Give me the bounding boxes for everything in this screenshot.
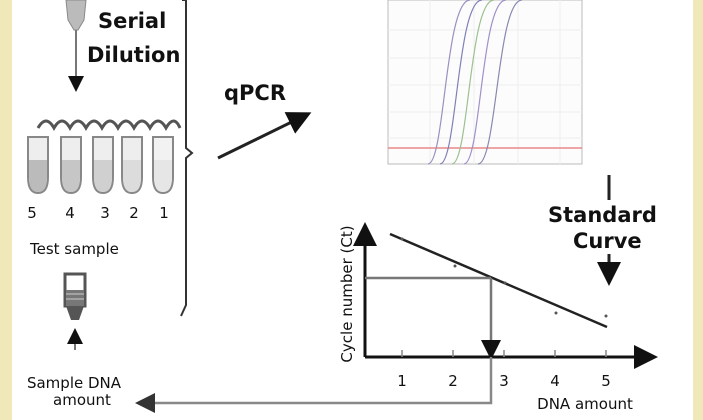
tube-icon bbox=[92, 136, 114, 195]
tube-number: 2 bbox=[129, 204, 139, 222]
transfer-arrows-icon bbox=[36, 119, 182, 132]
dilution-label: Dilution bbox=[87, 43, 180, 67]
pipette-icon bbox=[65, 0, 87, 92]
amount-label: amount bbox=[53, 391, 111, 409]
tube-number: 5 bbox=[27, 204, 37, 222]
qpcr-label: qPCR bbox=[224, 81, 286, 105]
x-tick-label: 3 bbox=[499, 372, 509, 390]
data-points bbox=[400, 237, 608, 318]
sample-tube-icon bbox=[63, 272, 87, 350]
tube-icon bbox=[121, 136, 143, 195]
tube-number: 1 bbox=[159, 204, 169, 222]
x-tick-label: 5 bbox=[601, 372, 611, 390]
x-axis-label: DNA amount bbox=[537, 395, 633, 413]
serial-label: Serial bbox=[98, 9, 166, 33]
y-axis-label: Cycle number (Ct) bbox=[338, 225, 356, 362]
x-tick-label: 4 bbox=[550, 372, 560, 390]
amplification-plot bbox=[387, 0, 583, 165]
dilution-tubes bbox=[27, 136, 174, 195]
standard-label: Standard bbox=[548, 203, 657, 227]
return-arrow bbox=[135, 357, 493, 413]
standard-curve-plot: 1 2 3 4 5 DNA amount Cycle number (Ct) bbox=[135, 222, 658, 413]
regression-line bbox=[389, 232, 608, 329]
tube-icon bbox=[152, 136, 174, 195]
x-tick-label: 2 bbox=[448, 372, 458, 390]
test-sample-label: Test sample bbox=[29, 240, 119, 258]
right-band bbox=[693, 0, 703, 420]
x-tick-label: 1 bbox=[397, 372, 407, 390]
curve-label: Curve bbox=[573, 229, 642, 253]
tube-number: 3 bbox=[100, 204, 110, 222]
tube-number: 4 bbox=[65, 204, 75, 222]
brace bbox=[180, 0, 194, 317]
qpcr-arrow bbox=[217, 112, 312, 160]
sample-dna-label: Sample DNA bbox=[27, 374, 122, 392]
tube-icon bbox=[27, 136, 49, 195]
left-band bbox=[0, 0, 12, 420]
tube-icon bbox=[60, 136, 82, 195]
